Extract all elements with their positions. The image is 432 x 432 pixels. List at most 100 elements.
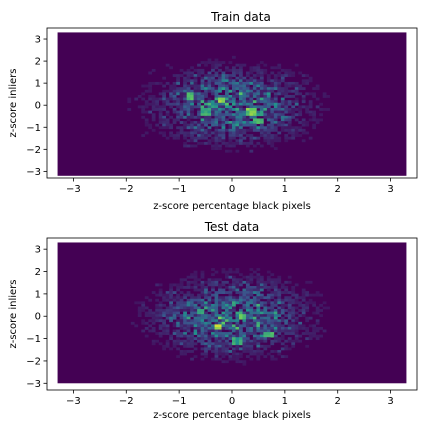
- hexbin-cell: [204, 108, 208, 111]
- hexbin-cell: [214, 270, 219, 274]
- hexbin-cell: [169, 92, 173, 96]
- hexbin-cell: [211, 309, 215, 312]
- hexbin-cell: [291, 285, 296, 289]
- hexbin-cell: [235, 296, 240, 300]
- hexbin-cell: [315, 84, 320, 88]
- hexbin-cell: [200, 76, 205, 80]
- hexbin-cell: [221, 110, 226, 114]
- hexbin-cell: [144, 296, 149, 300]
- hexbin-cell: [165, 291, 170, 294]
- hexbin-cell: [266, 329, 271, 333]
- hexbin-cell: [284, 115, 289, 119]
- hexbin-cell: [252, 324, 257, 328]
- hexbin-cell: [228, 97, 233, 101]
- hexbin-cell: [211, 89, 215, 93]
- hexbin-cell: [221, 296, 226, 300]
- hexbin-cell: [169, 134, 173, 137]
- hexbin-cell: [249, 89, 254, 93]
- hexbin-cell: [165, 316, 170, 320]
- hexbin-cell: [249, 76, 254, 80]
- hexbin-cell: [270, 306, 275, 310]
- hexbin-cell: [252, 298, 257, 302]
- hexbin-cell: [235, 270, 240, 274]
- hexbin-cell: [294, 293, 299, 297]
- hexbin-cell: [193, 84, 198, 88]
- hexbin-cell: [169, 309, 173, 312]
- hexbin-cell: [273, 329, 278, 333]
- hexbin-cell: [277, 306, 282, 310]
- hexbin-cell: [291, 339, 296, 343]
- hexbin-cell: [221, 84, 226, 88]
- hexbin-cell: [252, 105, 257, 109]
- hexbin-cell: [232, 92, 236, 96]
- hexbin-cell: [270, 357, 275, 361]
- hexbin-cell: [179, 128, 184, 132]
- hexbin-cell: [277, 309, 282, 312]
- hexbin-cell: [312, 334, 317, 338]
- hexbin-cell: [211, 147, 215, 151]
- hexbin-cell: [155, 319, 160, 323]
- hexbin-cell: [298, 121, 303, 124]
- hexbin-cell: [204, 102, 208, 106]
- hexbin-cell: [218, 144, 222, 148]
- hexbin-cell: [263, 105, 268, 109]
- hexbin-cell: [273, 87, 278, 91]
- hexbin-cell: [284, 298, 289, 302]
- hexbin-cell: [158, 309, 163, 312]
- hexbin-cell: [158, 81, 163, 85]
- hexbin-cell: [193, 68, 198, 72]
- hexbin-cell: [190, 285, 194, 289]
- hexbin-cell: [298, 84, 303, 88]
- hexbin-cell: [207, 329, 212, 333]
- hexbin-cell: [266, 128, 271, 132]
- hexbin-cell: [238, 121, 243, 124]
- hexbin-cell: [249, 79, 254, 83]
- hexbin-cell: [238, 347, 243, 351]
- hexbin-cell: [193, 303, 198, 307]
- hexbin-cell: [245, 316, 250, 320]
- hexbin-cell: [270, 71, 275, 75]
- hexbin-cell: [183, 92, 187, 96]
- hexbin-cell: [249, 339, 254, 343]
- hexbin-cell: [186, 324, 191, 328]
- hexbin-cell: [179, 285, 184, 289]
- hexbin-cell: [225, 128, 229, 132]
- hexbin-cell: [280, 324, 285, 328]
- hexbin-cell: [190, 94, 194, 98]
- hexbin-cell: [266, 344, 271, 348]
- hexbin-cell: [165, 298, 170, 302]
- hexbin-cell: [263, 139, 268, 143]
- hexbin-cell: [315, 293, 320, 297]
- hexbin-cell: [312, 94, 317, 98]
- hexbin-cell: [228, 288, 233, 292]
- hexbin-cell: [200, 347, 205, 351]
- hexbin-cell: [245, 128, 250, 132]
- hexbin-cell: [148, 94, 153, 98]
- y-tick-label: 0: [35, 101, 41, 112]
- hexbin-cell: [221, 360, 226, 364]
- hexbin-cell: [176, 79, 180, 83]
- hexbin-cell: [301, 131, 306, 135]
- hexbin-cell: [200, 141, 205, 145]
- hexbin-cell: [218, 81, 222, 85]
- hexbin-cell: [225, 298, 229, 302]
- hexbin-cell: [155, 309, 160, 312]
- hexbin-cell: [176, 329, 180, 333]
- hexbin-cell: [232, 355, 236, 358]
- hexbin-cell: [291, 329, 296, 333]
- hexbin-cell: [190, 296, 194, 300]
- hexbin-cell: [134, 301, 139, 305]
- hexbin-cell: [218, 347, 222, 351]
- hexbin-cell: [204, 301, 208, 305]
- hexbin-cell: [207, 113, 212, 117]
- hexbin-cell: [235, 326, 240, 330]
- hexbin-cell: [232, 97, 236, 101]
- hexbin-cell: [221, 97, 226, 101]
- hexbin-cell: [270, 326, 275, 330]
- hexbin-cell: [273, 285, 278, 289]
- hexbin-cell: [280, 337, 285, 341]
- hexbin-cell: [169, 87, 173, 91]
- hexbin-cell: [186, 100, 191, 104]
- hexbin-cell: [179, 87, 184, 91]
- hexbin-cell: [238, 74, 243, 78]
